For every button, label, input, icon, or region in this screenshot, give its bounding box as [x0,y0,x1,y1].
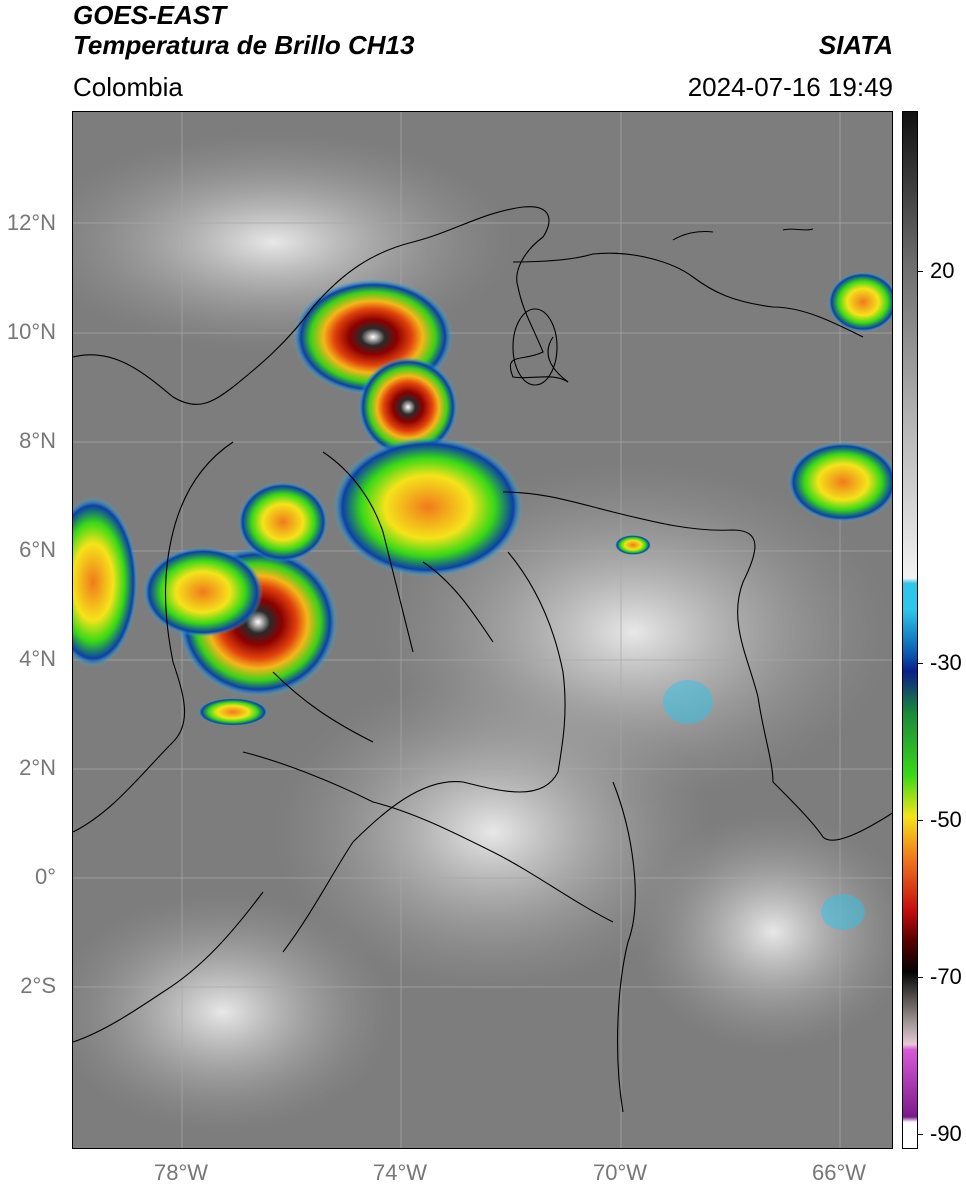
lat-tick-2S: 2°S [20,973,56,998]
colorbar-tick-minus70 [917,977,923,978]
storm-cell-arauca [615,535,651,555]
product-title: GOES-EAST [73,0,227,30]
storm-cell-northeast [828,272,892,332]
storm-cell-narino [198,698,268,726]
storm-cell-santander [333,437,523,577]
colorbar-tick-minus30 [917,663,923,664]
storm-cell-choco [238,482,328,562]
colorbar-label-20: 20 [930,258,955,283]
colorbar-label-minus90: -90 [930,1121,962,1146]
map-canvas [73,112,892,1148]
graticule [73,112,892,1148]
product-subtitle: Temperatura de Brillo CH13 [73,30,415,60]
caribbean-islands-east [782,228,814,231]
temperature-colorbar [902,111,918,1149]
lon-tick-78W: 78°W [153,1160,209,1185]
lon-tick-74W: 74°W [372,1160,428,1185]
caribbean-islands [672,231,714,241]
cloud-band-southwest [73,892,393,1132]
lon-tick-66W: 66°W [811,1160,867,1185]
colorbar-tick-minus50 [917,820,923,821]
lat-tick-2N: 2°N [19,755,56,780]
colorbar-label-minus30: -30 [930,650,962,675]
lat-tick-8N: 8°N [19,428,56,453]
datetime-label: 2024-07-16 19:49 [687,72,893,102]
lat-tick-10N: 10°N [6,319,56,344]
lat-tick-6N: 6°N [19,537,56,562]
colorbar-label-minus50: -50 [930,807,962,832]
political-boundaries [73,206,892,1113]
cold-cloud-guainia [663,680,713,724]
cloud-band-southeast [633,812,892,1052]
storm-cell-venezuela-east [788,442,892,522]
lat-tick-12N: 12°N [6,210,56,235]
storm-cell-magdalena [358,357,458,457]
source-label: SIATA [818,30,893,60]
lat-tick-4N: 4°N [19,646,56,671]
cloud-band-central [273,672,713,992]
storm-cell-offshore [73,497,138,667]
cold-cloud-amazonas [821,894,865,930]
region-label: Colombia [73,72,183,102]
colorbar-tick-minus90 [917,1134,923,1135]
colorbar-label-minus70: -70 [930,964,962,989]
lon-tick-70W: 70°W [592,1160,648,1185]
satellite-map[interactable] [72,111,893,1149]
lake-maracaibo [512,308,558,386]
storm-cell-pacific [143,547,263,637]
colorbar-tick-20 [917,271,923,272]
lat-tick-0: 0° [34,864,56,889]
